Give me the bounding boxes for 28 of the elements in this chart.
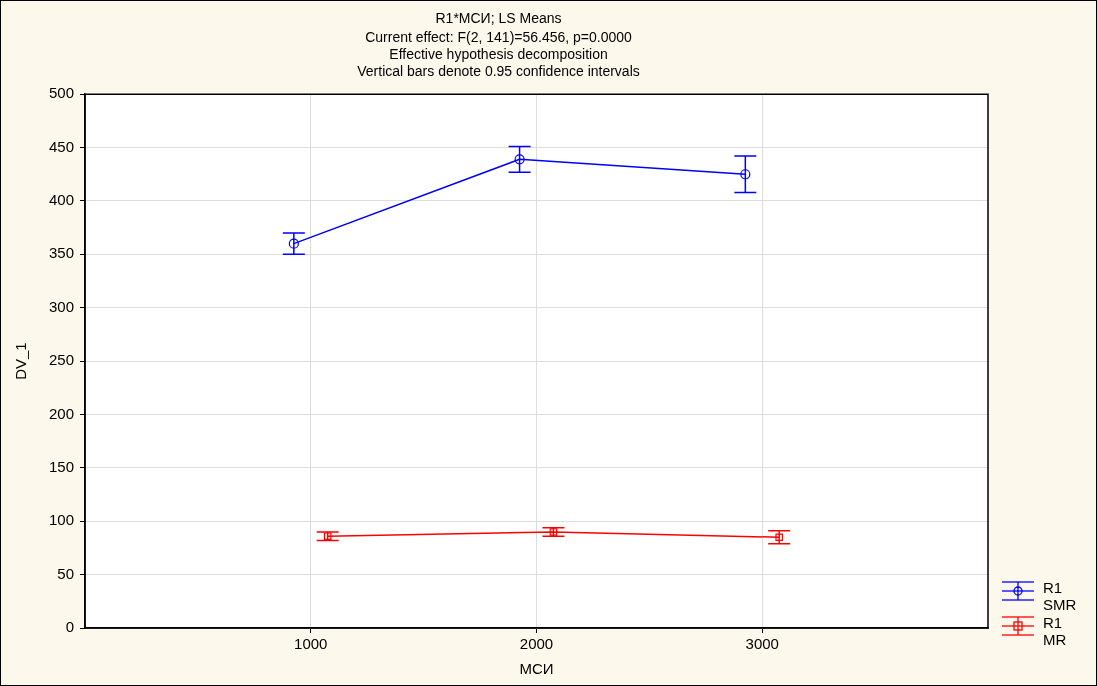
legend-label: R1 MR [1043, 614, 1068, 648]
point [549, 528, 558, 536]
y-tick-label: 200 [49, 404, 75, 422]
y-tick-label: 400 [49, 191, 75, 209]
y-tick-label: 100 [49, 511, 75, 529]
y-tick-label: 250 [49, 351, 75, 369]
x-tick-label: 1000 [294, 635, 328, 653]
y-axis-title: DV_1 [12, 342, 30, 380]
x-tick-label: 2000 [519, 635, 554, 653]
point [740, 169, 751, 180]
point [288, 238, 299, 249]
y-tick-label: 500 [49, 84, 75, 102]
y-tick-label: 450 [49, 137, 75, 155]
x-axis-title: МСИ [519, 660, 554, 678]
text: Effective hypothesis decomposition [389, 45, 608, 62]
point [775, 533, 783, 542]
point [323, 532, 332, 540]
y-tick-label: 300 [49, 297, 75, 315]
text: Vertical bars denote 0.95 confidence intervals [357, 62, 640, 79]
text: Current effect: F(2, 141)=56.456, p=0.0000 [365, 29, 632, 46]
chart-title: R1*МСИ; LS Means [435, 10, 562, 27]
y-tick-label: 350 [49, 244, 75, 262]
y-tick-label: 50 [57, 564, 75, 582]
x-tick-label: 3000 [745, 635, 779, 653]
point [514, 154, 525, 165]
y-tick-label: 150 [49, 458, 75, 475]
legend-label: R1 SMR [1043, 579, 1078, 613]
y-tick-label: 0 [65, 618, 75, 636]
